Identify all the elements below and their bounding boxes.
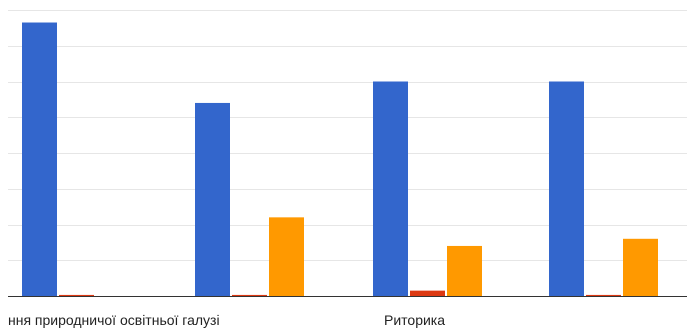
bar-series-2-category-4[interactable]	[586, 294, 621, 296]
bar-series-2-category-2[interactable]	[232, 294, 267, 296]
bar-series-1-category-4[interactable]	[549, 81, 584, 297]
bar-series-2-category-1[interactable]	[59, 294, 94, 296]
x-tick-label-1: ння природничої освітньої галузі	[8, 312, 220, 328]
x-tick-label-3: Риторика	[384, 312, 446, 328]
bar-series-2-category-3[interactable]	[410, 290, 445, 296]
bars	[22, 22, 658, 297]
gridlines	[8, 10, 687, 261]
bar-series-3-category-3[interactable]	[447, 245, 482, 296]
bar-series-3-category-2[interactable]	[269, 217, 304, 296]
bar-series-3-category-4[interactable]	[623, 238, 658, 296]
bar-series-1-category-3[interactable]	[373, 81, 408, 297]
bar-series-1-category-1[interactable]	[22, 22, 57, 296]
bar-series-1-category-2[interactable]	[195, 102, 230, 296]
